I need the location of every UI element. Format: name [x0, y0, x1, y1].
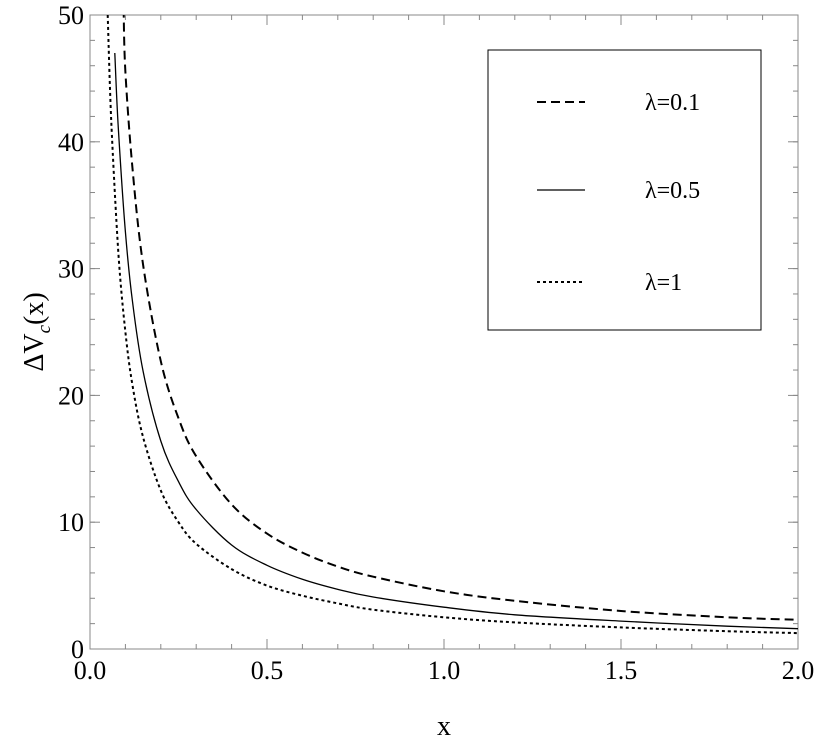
series-line-1 [122, 15, 798, 621]
y-axis-label-suffix: (x) [19, 292, 50, 325]
series-line-2 [114, 52, 798, 630]
x-tick-label: 0.5 [251, 656, 284, 685]
y-axis-label: ΔVc(x) [19, 292, 55, 371]
y-tick-label: 0 [71, 635, 84, 664]
y-tick-label: 10 [58, 508, 84, 537]
y-tick-label: 20 [58, 381, 84, 410]
series-layer [106, 15, 798, 635]
ticks-layer [89, 14, 799, 650]
y-axis-label-main: ΔV [19, 333, 50, 371]
y-tick-label: 40 [58, 128, 84, 157]
legend-label-2: λ=0.5 [645, 178, 700, 204]
x-tick-label: 1.0 [428, 656, 461, 685]
labels-layer: 0.0 0.5 1.0 1.5 2.0 0 10 20 30 40 50 [58, 1, 814, 685]
x-axis-label: x [437, 711, 451, 742]
legend-box [487, 49, 762, 331]
series-line-3 [106, 15, 798, 635]
y-tick-label: 30 [58, 255, 84, 284]
x-tick-label: 2.0 [782, 656, 815, 685]
x-tick-label: 0.0 [74, 656, 107, 685]
legend-label-3: λ=1 [645, 270, 682, 296]
x-tick-label: 1.5 [605, 656, 638, 685]
y-tick-label: 50 [58, 1, 84, 30]
legend: λ=0.1 λ=0.5 λ=1 [487, 49, 762, 331]
y-axis-label-subscript: c [34, 324, 55, 333]
legend-label-1: λ=0.1 [645, 90, 700, 116]
legend-items: λ=0.1 λ=0.5 λ=1 [537, 90, 700, 296]
